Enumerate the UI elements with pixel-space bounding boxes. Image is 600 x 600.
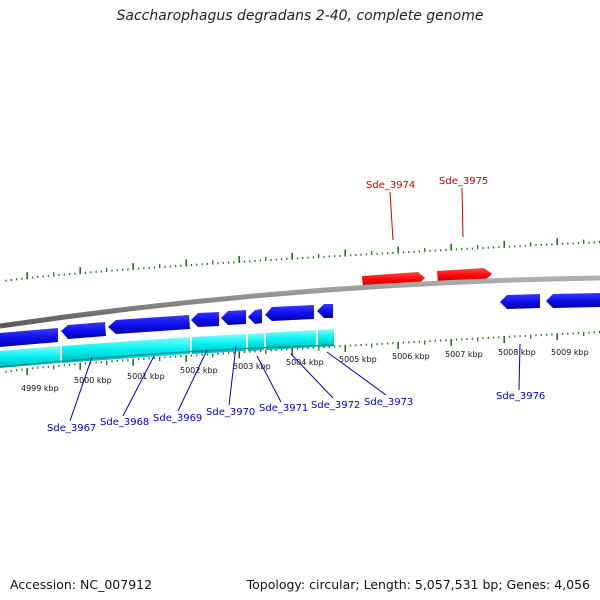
scale-label: 5007 kbp (445, 350, 483, 359)
inner-tick-ring (5, 331, 600, 375)
upper-gene-callouts: Sde_3974 Sde_3975 (366, 176, 488, 241)
gene-arrow-sde-3967[interactable] (0, 328, 58, 347)
gene-arrow-sde-3970[interactable] (191, 312, 219, 327)
gene-arrow-sde-3973b[interactable] (317, 304, 333, 318)
gene-arrow-sde-3973a[interactable] (265, 305, 314, 321)
gene-arrow-sde-3968[interactable] (61, 322, 106, 339)
cds-track (0, 329, 335, 368)
gene-label-sde-3970[interactable]: Sde_3970 (206, 407, 255, 418)
scale-label: 5004 kbp (286, 358, 324, 367)
gene-label-sde-3967[interactable]: Sde_3967 (47, 423, 96, 434)
gene-label-sde-3974[interactable]: Sde_3974 (366, 180, 415, 191)
gene-label-sde-3972[interactable]: Sde_3972 (311, 400, 360, 411)
reverse-gene-track (0, 293, 600, 347)
gene-arrow-sde-3969[interactable] (108, 315, 190, 334)
gene-label-sde-3968[interactable]: Sde_3968 (100, 417, 149, 428)
genome-backbone (0, 275, 600, 329)
scale-label: 5009 kbp (551, 348, 589, 357)
outer-tick-ring (5, 238, 600, 282)
gene-label-sde-3969[interactable]: Sde_3969 (153, 413, 202, 424)
scale-label: 5008 kbp (498, 348, 536, 357)
scale-label: 5002 kbp (180, 366, 218, 375)
gene-label-sde-3973[interactable]: Sde_3973 (364, 397, 413, 408)
scale-label: 5005 kbp (339, 355, 377, 364)
gene-arrow-sde-3976[interactable] (500, 294, 540, 309)
gene-arrow-sde-3972[interactable] (248, 309, 262, 324)
gene-label-sde-3971[interactable]: Sde_3971 (259, 403, 308, 414)
genome-summary: Topology: circular; Length: 5,057,531 bp… (246, 577, 590, 592)
scale-label: 5000 kbp (74, 376, 112, 385)
lower-gene-callouts: Sde_3967 Sde_3968 Sde_3969 Sde_3970 Sde_… (47, 343, 545, 434)
accession-label: Accession: NC_007912 (10, 577, 153, 592)
gene-arrow-sde-3971[interactable] (221, 310, 246, 325)
gene-label-sde-3976[interactable]: Sde_3976 (496, 391, 545, 402)
scale-labels: 4999 kbp 5000 kbp 5001 kbp 5002 kbp 5003… (21, 348, 589, 393)
scale-label: 5006 kbp (392, 352, 430, 361)
gene-arrow-next[interactable] (546, 293, 600, 308)
scale-label: 4999 kbp (21, 384, 59, 393)
map-title: Saccharophagus degradans 2-40, complete … (116, 8, 484, 24)
scale-label: 5001 kbp (127, 372, 165, 381)
scale-label: 5003 kbp (233, 362, 271, 371)
gene-label-sde-3975[interactable]: Sde_3975 (439, 176, 488, 187)
